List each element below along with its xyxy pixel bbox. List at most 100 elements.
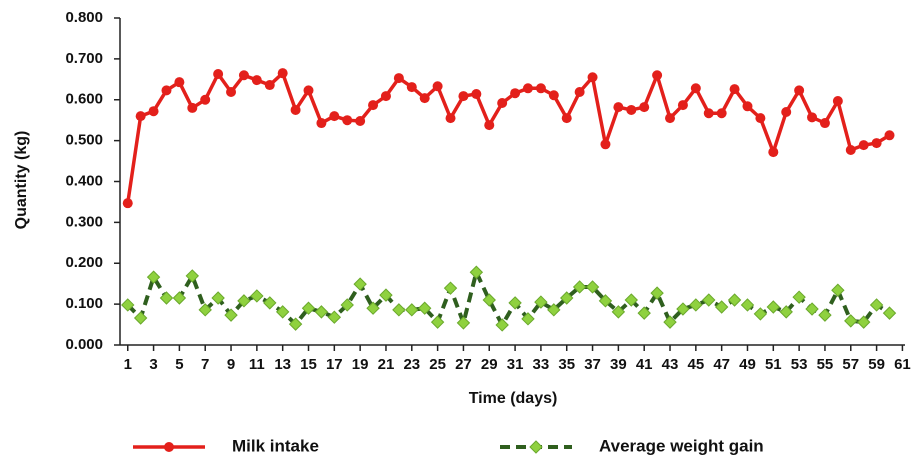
point [521,312,535,326]
point [831,283,845,297]
point [264,80,275,91]
point [430,315,445,329]
point [122,198,133,209]
point [185,269,200,283]
x-tick-label: 11 [249,356,265,373]
y-tick-label: 0.800 [65,9,103,26]
point [807,112,818,123]
point [626,104,637,115]
point [884,130,895,141]
point [677,100,688,111]
point [548,90,559,101]
x-tick-label: 59 [868,356,885,373]
point [663,315,677,329]
legend-marker [164,442,174,452]
point [547,303,561,317]
x-tick-label: 23 [403,356,420,373]
point [135,111,146,122]
point [882,306,897,320]
point [794,85,805,96]
y-tick-label: 0.000 [65,336,103,353]
point [650,286,664,300]
point [613,102,624,113]
point [871,138,882,149]
x-tick-label: 19 [352,356,369,373]
point [121,298,135,312]
point [755,113,766,124]
legend-marker [529,440,543,454]
y-tick-label: 0.600 [65,91,103,108]
point [443,281,458,295]
point [482,293,496,307]
x-tick-label: 1 [124,356,132,373]
point [729,84,740,95]
point [159,291,174,305]
point [714,300,729,314]
point [211,291,225,305]
x-tick-label: 25 [429,356,446,373]
x-tick-label: 41 [636,356,653,373]
point [624,293,638,307]
point [690,83,701,94]
point [844,314,858,328]
point [314,305,329,319]
point [600,139,611,150]
point [766,300,781,314]
point [510,88,521,99]
point [327,310,342,324]
point [342,115,353,126]
point [133,311,148,325]
x-tick-label: 45 [687,356,704,373]
point [366,301,380,315]
x-tick-label: 33 [533,356,550,373]
point [198,303,212,317]
x-tick-label: 21 [378,356,395,373]
x-tick-label: 5 [175,356,183,373]
x-tick-label: 9 [227,356,235,373]
point [768,147,779,158]
legend-label: Milk intake [232,436,319,455]
point [380,91,391,102]
point [445,113,456,124]
point [303,85,314,96]
point [469,265,484,279]
point [572,280,587,294]
point [161,85,172,96]
x-tick-label: 37 [584,356,601,373]
point [702,293,716,307]
point [213,68,224,79]
x-tick-label: 27 [455,356,472,373]
x-tick-label: 13 [274,356,291,373]
point [316,118,327,129]
point [353,277,367,291]
point [740,298,755,312]
point [419,93,430,104]
point [522,83,533,94]
point [753,307,768,321]
point [639,102,650,113]
point [148,106,159,117]
point [858,140,869,151]
x-tick-label: 7 [201,356,209,373]
point [187,102,198,113]
point [832,95,843,106]
point [263,296,277,310]
x-tick-label: 31 [507,356,524,373]
point [379,288,393,302]
x-tick-label: 47 [713,356,730,373]
point [792,290,806,304]
point [329,111,340,122]
point [856,315,871,329]
x-tick-label: 35 [558,356,575,373]
legend-label: Average weight gain [599,436,764,455]
point [818,308,832,322]
point [224,308,238,322]
point [574,86,585,97]
y-tick-label: 0.700 [65,50,103,67]
point [497,98,508,109]
point [238,70,249,81]
point [805,302,819,316]
point [277,68,288,79]
point [250,289,264,303]
